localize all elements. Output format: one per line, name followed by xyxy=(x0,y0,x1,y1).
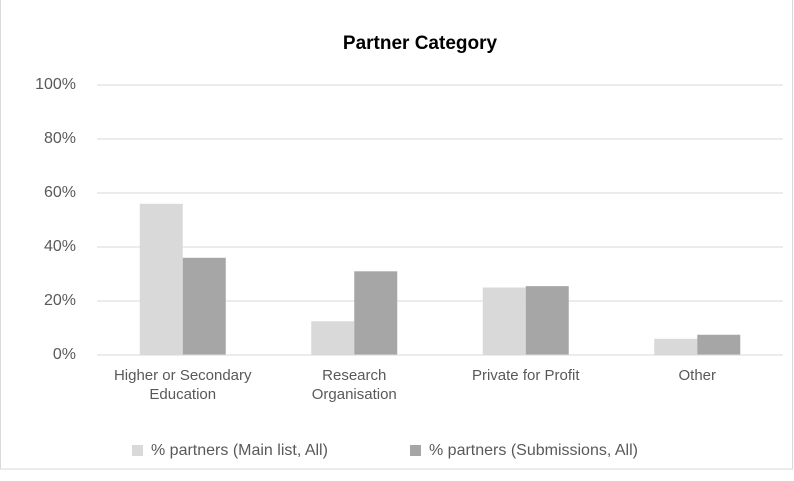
bar xyxy=(697,334,741,355)
legend-swatch xyxy=(132,445,143,456)
chart-border xyxy=(0,0,793,470)
bar xyxy=(525,286,569,355)
x-tick-label: Higher or Secondary Education xyxy=(113,367,252,403)
bar xyxy=(482,287,526,355)
y-tick-label: 40% xyxy=(44,238,76,255)
y-tick-label: 0% xyxy=(53,346,76,363)
bar xyxy=(139,203,183,355)
chart-title: Partner Category xyxy=(343,33,498,54)
y-tick-label: 20% xyxy=(44,292,76,309)
x-tick-label: Other xyxy=(678,367,716,384)
y-tick-label: 80% xyxy=(44,130,76,147)
y-tick-label: 100% xyxy=(35,76,76,93)
x-tick-label: Private for Profit xyxy=(471,367,580,384)
bar xyxy=(311,321,355,355)
x-tick-label: Research Organisation xyxy=(311,367,397,403)
legend-label: % partners (Submissions, All) xyxy=(429,442,638,459)
bar xyxy=(654,338,698,355)
bar xyxy=(354,271,398,355)
legend-label: % partners (Main list, All) xyxy=(151,442,328,459)
legend-swatch xyxy=(410,445,421,456)
y-tick-label: 60% xyxy=(44,184,76,201)
bar xyxy=(182,257,226,355)
